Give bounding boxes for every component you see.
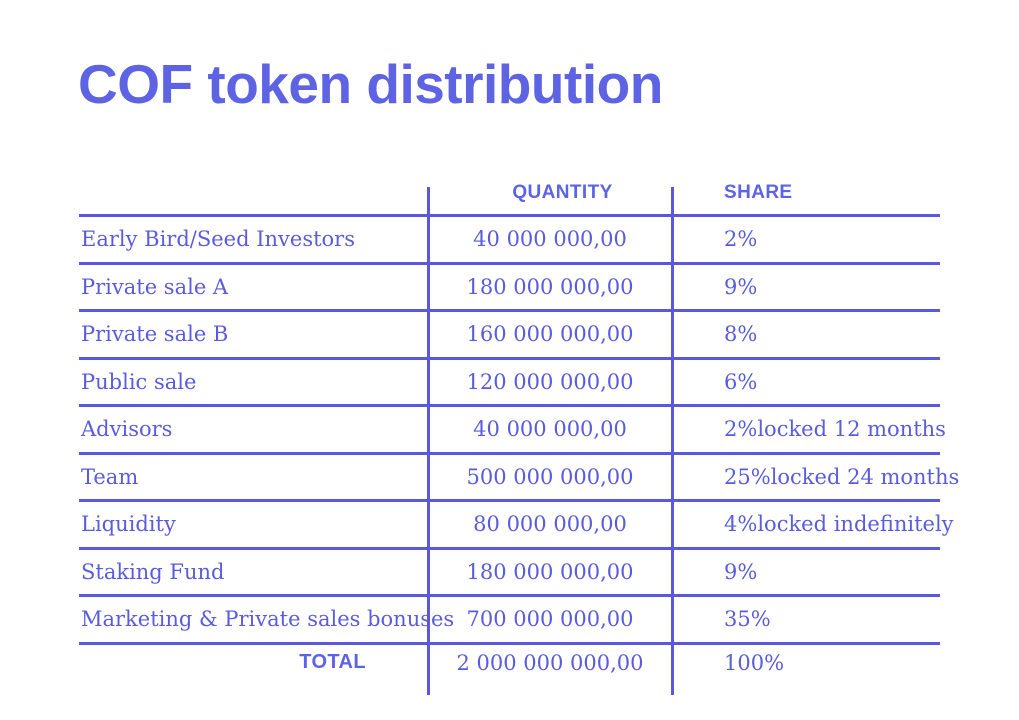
total-share: 100% <box>724 650 785 675</box>
row-share-percent: 25% <box>724 464 771 489</box>
row-quantity-value: 40 000 000,00 <box>473 227 627 252</box>
table-row: Marketing & Private sales bonuses 700 00… <box>79 597 940 645</box>
row-quantity-value: 180 000 000,00 <box>466 274 634 299</box>
total-label: TOTAL <box>299 650 366 673</box>
table-header-row: QUANTITY SHARE <box>79 171 940 217</box>
row-category-label: Public sale <box>81 369 197 394</box>
table-row: Staking Fund 180 000 000,00 9% <box>79 550 940 597</box>
row-share-cell: 35% <box>672 607 940 631</box>
row-share-cell: 8% <box>672 322 940 346</box>
row-category-label: Early Bird/Seed Investors <box>81 227 355 252</box>
row-share-percent: 35% <box>724 607 771 632</box>
header-quantity: QUANTITY <box>512 181 613 203</box>
table-row: Private sale A 180 000 000,00 9% <box>79 265 940 312</box>
total-quantity: 2 000 000 000,00 <box>456 650 644 675</box>
table-row: Private sale B 160 000 000,00 8% <box>79 312 940 360</box>
column-divider-quantity <box>426 187 430 695</box>
row-lock-note: locked indefinitely <box>757 512 954 537</box>
row-share-cell: 2% <box>672 227 940 251</box>
row-share-percent: 4% <box>724 512 758 537</box>
row-quantity-value: 500 000 000,00 <box>466 464 634 489</box>
distribution-table: QUANTITY SHARE Early Bird/Seed Investors… <box>79 171 959 695</box>
column-divider-share <box>670 187 674 695</box>
row-share-percent: 8% <box>724 322 758 347</box>
table-row: Early Bird/Seed Investors 40 000 000,00 … <box>79 217 940 265</box>
row-category-label: Marketing & Private sales bonuses <box>81 607 455 632</box>
table-row: Public sale 120 000 000,00 6% <box>79 360 940 407</box>
table-total-row: TOTAL 2 000 000 000,00 100% <box>79 645 940 695</box>
row-share-cell: 4% locked indefinitely <box>672 512 954 537</box>
row-share-percent: 9% <box>724 274 758 299</box>
row-share-percent: 6% <box>724 369 758 394</box>
row-quantity-value: 40 000 000,00 <box>473 417 627 442</box>
table-row: Advisors 40 000 000,00 2% locked 12 mont… <box>79 407 946 455</box>
row-category-label: Private sale A <box>81 274 229 299</box>
row-share-percent: 2% <box>724 417 758 442</box>
row-quantity-value: 120 000 000,00 <box>466 369 634 394</box>
row-quantity-value: 700 000 000,00 <box>466 607 634 632</box>
row-category-label: Liquidity <box>81 512 176 537</box>
row-lock-note: locked 24 months <box>770 464 960 489</box>
row-share-percent: 9% <box>724 559 758 584</box>
row-category-label: Team <box>81 464 139 489</box>
table-body: Early Bird/Seed Investors 40 000 000,00 … <box>79 217 959 645</box>
row-share-cell: 2% locked 12 months <box>672 417 946 442</box>
row-share-cell: 9% <box>672 560 940 584</box>
row-share-cell: 6% <box>672 370 940 394</box>
row-share-cell: 9% <box>672 275 940 299</box>
row-category-label: Staking Fund <box>81 559 225 584</box>
row-quantity-value: 80 000 000,00 <box>473 512 627 537</box>
row-category-label: Private sale B <box>81 322 229 347</box>
row-share-cell: 25% locked 24 months <box>672 464 959 489</box>
row-quantity-value: 180 000 000,00 <box>466 559 634 584</box>
row-lock-note: locked 12 months <box>757 417 946 442</box>
header-share: SHARE <box>724 181 793 203</box>
row-category-label: Advisors <box>81 417 173 442</box>
row-quantity-value: 160 000 000,00 <box>466 322 634 347</box>
page-title: COF token distribution <box>78 53 663 115</box>
table-row: Team 500 000 000,00 25% locked 24 months <box>79 455 959 502</box>
row-share-percent: 2% <box>724 227 758 252</box>
table-row: Liquidity 80 000 000,00 4% locked indefi… <box>79 502 954 550</box>
